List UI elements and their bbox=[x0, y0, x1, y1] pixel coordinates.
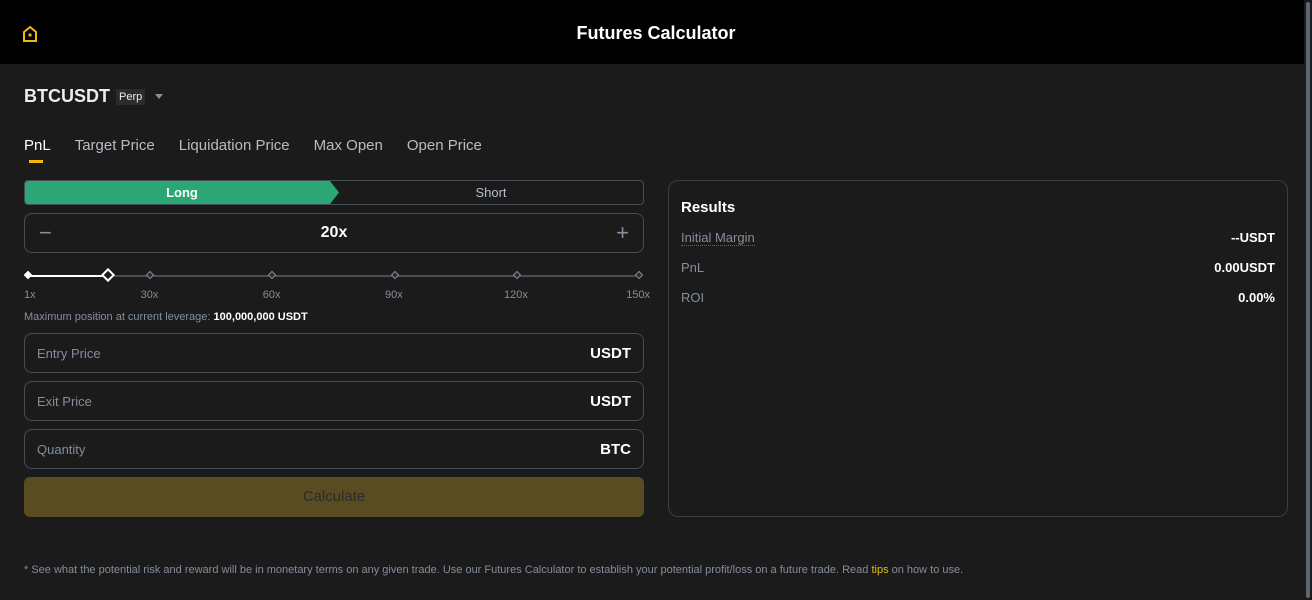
leverage-stepper: − 20x + bbox=[24, 213, 644, 253]
leverage-value: 20x bbox=[320, 224, 348, 241]
increase-leverage-button[interactable]: + bbox=[616, 220, 629, 245]
tab-liquidation-price[interactable]: Liquidation Price bbox=[178, 137, 290, 154]
short-button[interactable]: Short bbox=[475, 185, 507, 200]
tips-link[interactable]: tips bbox=[871, 564, 889, 576]
tab-pnl[interactable]: PnL bbox=[24, 137, 51, 163]
slider-mark[interactable] bbox=[268, 270, 277, 280]
caret-down-icon[interactable] bbox=[155, 94, 164, 99]
slider-tick-label: 1x bbox=[24, 289, 36, 301]
entry-price-field: USDT bbox=[24, 333, 644, 373]
slider-mark[interactable] bbox=[512, 270, 522, 280]
slider-thumb[interactable] bbox=[100, 267, 116, 283]
footer-suffix: on how to use. bbox=[891, 564, 964, 576]
entry-price-input[interactable] bbox=[37, 345, 591, 361]
side-toggle: Long Short bbox=[24, 180, 644, 205]
footer-note: * See what the potential risk and reward… bbox=[24, 564, 963, 576]
result-row-initial-margin: Initial Margin --USDT bbox=[681, 230, 1275, 260]
header: Futures Calculator bbox=[0, 0, 1312, 64]
result-row-roi: ROI 0.00% bbox=[681, 290, 1275, 320]
results-title: Results bbox=[681, 199, 736, 216]
calculate-button[interactable]: Calculate bbox=[24, 477, 644, 517]
slider-mark[interactable] bbox=[145, 270, 155, 280]
tab-target-price[interactable]: Target Price bbox=[74, 137, 155, 154]
max-position-value: 100,000,000 USDT bbox=[213, 311, 308, 323]
home-icon[interactable] bbox=[22, 25, 38, 43]
result-value: 0.00% bbox=[1238, 290, 1275, 305]
page-title: Futures Calculator bbox=[576, 23, 736, 43]
scrollbar-thumb[interactable] bbox=[1306, 2, 1310, 598]
calculator-tabs: PnL Target Price Liquidation Price Max O… bbox=[24, 137, 482, 163]
slider-fill bbox=[28, 275, 109, 277]
symbol-name: BTCUSDT bbox=[24, 86, 110, 106]
symbol-selector[interactable]: BTCUSDT Perp bbox=[24, 86, 164, 107]
scrollbar[interactable] bbox=[1304, 0, 1312, 600]
slider-mark[interactable] bbox=[23, 270, 33, 280]
slider-mark[interactable] bbox=[390, 270, 399, 280]
exit-price-field: USDT bbox=[24, 381, 644, 421]
exit-price-input[interactable] bbox=[37, 393, 591, 409]
tab-open-price[interactable]: Open Price bbox=[406, 137, 482, 154]
entry-price-unit: USDT bbox=[590, 344, 631, 362]
slider-tick-label: 120x bbox=[504, 289, 528, 301]
result-label[interactable]: Initial Margin bbox=[681, 230, 755, 246]
quantity-field: BTC bbox=[24, 429, 644, 469]
results-panel: Results Initial Margin --USDT PnL 0.00USDT… bbox=[668, 180, 1288, 517]
exit-price-unit: USDT bbox=[590, 392, 631, 410]
result-value: 0.00USDT bbox=[1214, 260, 1275, 275]
result-value: --USDT bbox=[1230, 230, 1275, 245]
long-button[interactable]: Long bbox=[25, 181, 339, 204]
result-label: ROI bbox=[681, 290, 705, 305]
slider-mark[interactable] bbox=[634, 270, 644, 280]
max-position-label: Maximum position at current leverage: bbox=[24, 311, 211, 323]
footer-text: * See what the potential risk and reward… bbox=[24, 564, 869, 576]
slider-tick-label: 150x bbox=[626, 289, 651, 301]
decrease-leverage-button[interactable]: − bbox=[39, 220, 52, 245]
slider-tick-label: 30x bbox=[140, 289, 159, 301]
max-position: Maximum position at current leverage: 10… bbox=[24, 311, 308, 323]
quantity-input[interactable] bbox=[37, 441, 601, 457]
slider-tick-label: 60x bbox=[262, 289, 281, 301]
slider-tick-label: 90x bbox=[385, 289, 403, 301]
tab-max-open[interactable]: Max Open bbox=[313, 137, 383, 154]
perp-badge: Perp bbox=[116, 88, 146, 105]
leverage-slider[interactable] bbox=[23, 267, 644, 283]
result-row-pnl: PnL 0.00USDT bbox=[681, 260, 1275, 290]
result-label: PnL bbox=[681, 260, 705, 275]
quantity-unit: BTC bbox=[600, 440, 631, 458]
